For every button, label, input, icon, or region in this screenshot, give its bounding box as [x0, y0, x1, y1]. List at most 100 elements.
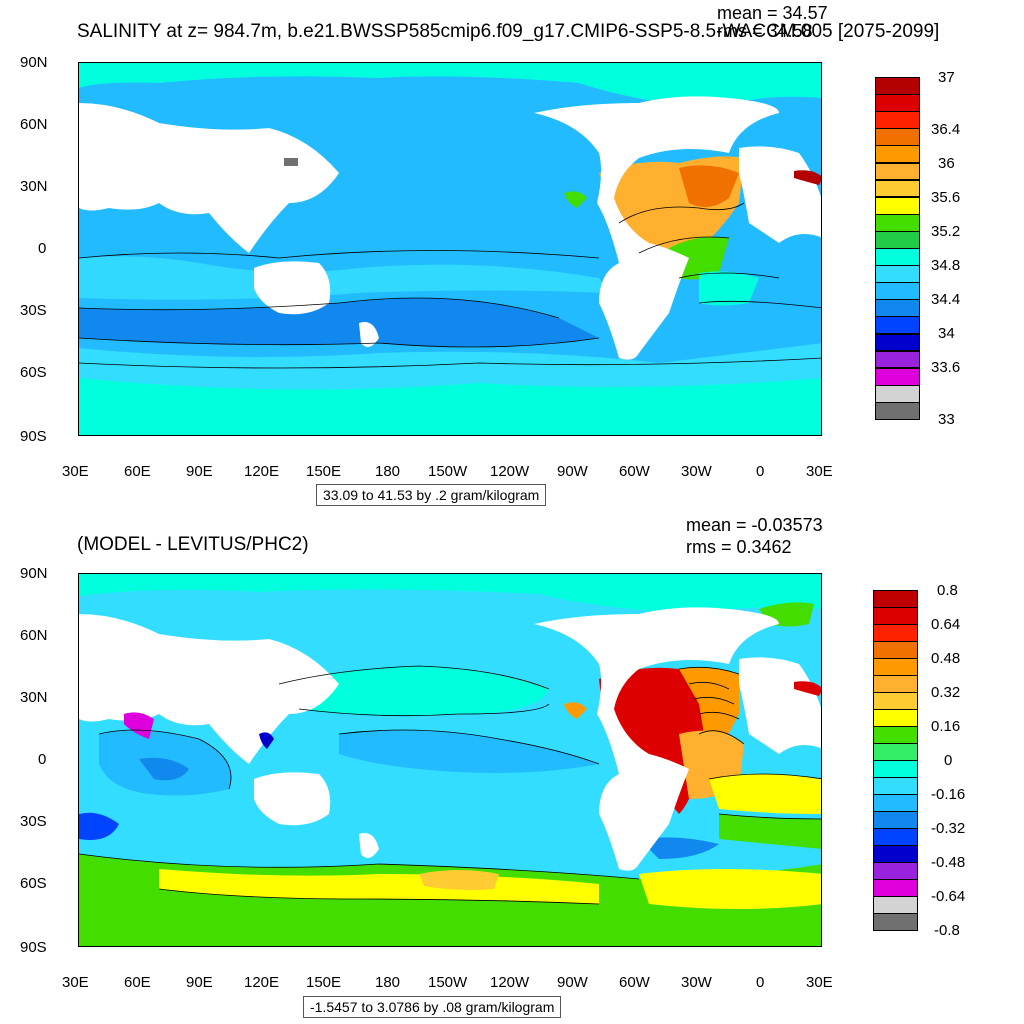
panel1-red-marginal-sea: [794, 170, 821, 185]
panel1-lon-30e: 30E: [62, 463, 89, 480]
panel1-colorbar-cell: [875, 316, 920, 335]
panel1-colorbar-cell: [875, 299, 920, 318]
panel2-colorbar-cell: [873, 794, 918, 812]
panel1-cb-label-7: 34: [938, 325, 955, 342]
panel1-marker-gray: [284, 158, 298, 166]
panel2-cb-label-8: -0.48: [931, 854, 966, 871]
panel2-colorbar-cell: [873, 624, 918, 642]
panel2-red-sea-anomaly: [124, 712, 154, 739]
panel2-colorbar-cell: [873, 692, 918, 710]
panel2-lat-30n: 30N: [20, 689, 48, 706]
panel1-colorbar-cell: [875, 111, 920, 130]
panel2-lon-30e: 30E: [62, 974, 89, 991]
panel2-lon-30w: 30W: [681, 974, 712, 991]
panel1-lon-60w: 60W: [619, 463, 650, 480]
panel1-colorbar-cell: [875, 248, 920, 266]
panel2-colorbar-cell: [873, 641, 918, 659]
panel2-anomaly-map: [78, 573, 822, 947]
panel1-lon-150w: 150W: [428, 463, 468, 480]
panel1-salinity-map: [78, 62, 822, 436]
panel2-cb-label-4: 0.16: [931, 718, 961, 735]
panel2-lon-60e: 60E: [124, 974, 151, 991]
panel1-colorbar-cell: [875, 196, 920, 215]
panel2-lon-0: 0: [756, 974, 765, 991]
panel1-contour-info: 33.09 to 41.53 by .2 gram/kilogram: [316, 484, 547, 506]
panel2-contour-info: -1.5457 to 3.0786 by .08 gram/kilogram: [303, 996, 562, 1018]
panel1-colorbar-cell: [875, 282, 920, 301]
panel2-colorbar-cell: [873, 862, 918, 880]
panel1-colorbar-cell: [875, 94, 920, 112]
panel1-lat-90s: 90S: [20, 428, 47, 445]
panel1-lon-180: 180: [375, 463, 401, 480]
panel1-colorbar-cell: [875, 265, 920, 283]
panel1-colorbar-cell: [875, 384, 920, 403]
panel2-lon-150e: 150E: [306, 974, 342, 991]
panel2-colorbar-cell: [873, 743, 918, 761]
panel1-cb-label-1: 36.4: [931, 121, 961, 138]
panel2-lon-120w: 120W: [490, 974, 530, 991]
panel2-cb-label-2: 0.48: [931, 650, 961, 667]
panel2-title: (MODEL - LEVITUS/PHC2): [77, 534, 309, 555]
panel1-lon-0: 0: [756, 463, 765, 480]
panel2-arctic-region: [79, 574, 821, 614]
panel2-south-atlantic-yellow-band: [709, 774, 821, 814]
panel2-southern-orange: [419, 870, 499, 890]
panel2-colorbar-cell: [873, 913, 918, 931]
panel1-fresh-band: [79, 298, 599, 347]
panel2-indian-fresh: [79, 812, 119, 840]
panel2-lat-30s: 30S: [20, 813, 47, 830]
panel2-gulf-patch: [564, 702, 587, 719]
panel1-atlantic-core: [679, 165, 739, 207]
panel2-south-atlantic-yellow: [639, 869, 821, 909]
panel2-colorbar-cell: [873, 777, 918, 795]
panel1-lat-60n: 60N: [20, 116, 48, 133]
panel1-lon-120w: 120W: [490, 463, 530, 480]
panel2-red-marginal-sea: [794, 681, 821, 696]
panel1-colorbar-cell: [875, 350, 920, 369]
panel2-colorbar-cell: [873, 760, 918, 778]
panel2-lon-30e-end: 30E: [806, 974, 833, 991]
panel1-title: SALINITY at z= 984.7m, b.e21.BWSSP585cmi…: [77, 21, 940, 42]
panel1-colorbar: [875, 77, 920, 420]
panel1-contours: [79, 202, 821, 369]
panel1-cb-label-5: 34.8: [931, 257, 961, 274]
panel2-colorbar-cell: [873, 726, 918, 744]
panel1-cb-label-2: 36: [938, 155, 955, 172]
panel1-lon-60e: 60E: [124, 463, 151, 480]
panel2-lat-90n: 90N: [20, 565, 48, 582]
panel2-colorbar-cell: [873, 675, 918, 693]
panel1-south-atlantic: [699, 271, 759, 306]
panel2-cb-label-6: -0.16: [931, 786, 966, 803]
panel2-south-atlantic-green: [719, 814, 821, 849]
panel2-lon-120e: 120E: [244, 974, 280, 991]
panel1-colorbar-cell: [875, 77, 920, 95]
panel2-lat-60n: 60N: [20, 627, 48, 644]
panel2-colorbar-cell: [873, 845, 918, 863]
panel1-lon-30e-end: 30E: [806, 463, 833, 480]
panel2-lon-90e: 90E: [186, 974, 213, 991]
panel1-mean: mean = 34.57: [717, 3, 828, 23]
panel2-argentine-basin: [639, 837, 719, 859]
panel1-lat-60s: 60S: [20, 364, 47, 381]
panel2-colorbar-cell: [873, 896, 918, 914]
panel2-colorbar-cell: [873, 811, 918, 829]
panel1-circumpolar: [79, 378, 821, 435]
panel2-lat-90s: 90S: [20, 939, 47, 956]
panel2-cb-label-5: 0: [944, 752, 953, 769]
panel2-mean: mean = -0.03573: [686, 515, 823, 535]
panel2-colorbar-cell: [873, 658, 918, 676]
panel2-colorbar-cell: [873, 828, 918, 846]
panel2-colorbar-cell: [873, 590, 918, 608]
panel1-colorbar-cell: [875, 145, 920, 164]
panel2-cb-label-9: -0.64: [931, 888, 966, 905]
panel1-lat-90n: 90N: [20, 54, 48, 71]
panel2-cb-label-3: 0.32: [931, 684, 961, 701]
panel1-land-masks: [79, 96, 821, 360]
panel1-cb-label-9: 33: [938, 411, 955, 428]
panel1-gulf-patch: [564, 191, 587, 208]
panel2-blue-patch: [259, 732, 274, 749]
panel2-lat-60s: 60S: [20, 875, 47, 892]
panel1-cb-label-6: 34.4: [931, 291, 961, 308]
panel2-lon-180: 180: [375, 974, 401, 991]
panel2-tropical-pacific: [339, 730, 599, 773]
